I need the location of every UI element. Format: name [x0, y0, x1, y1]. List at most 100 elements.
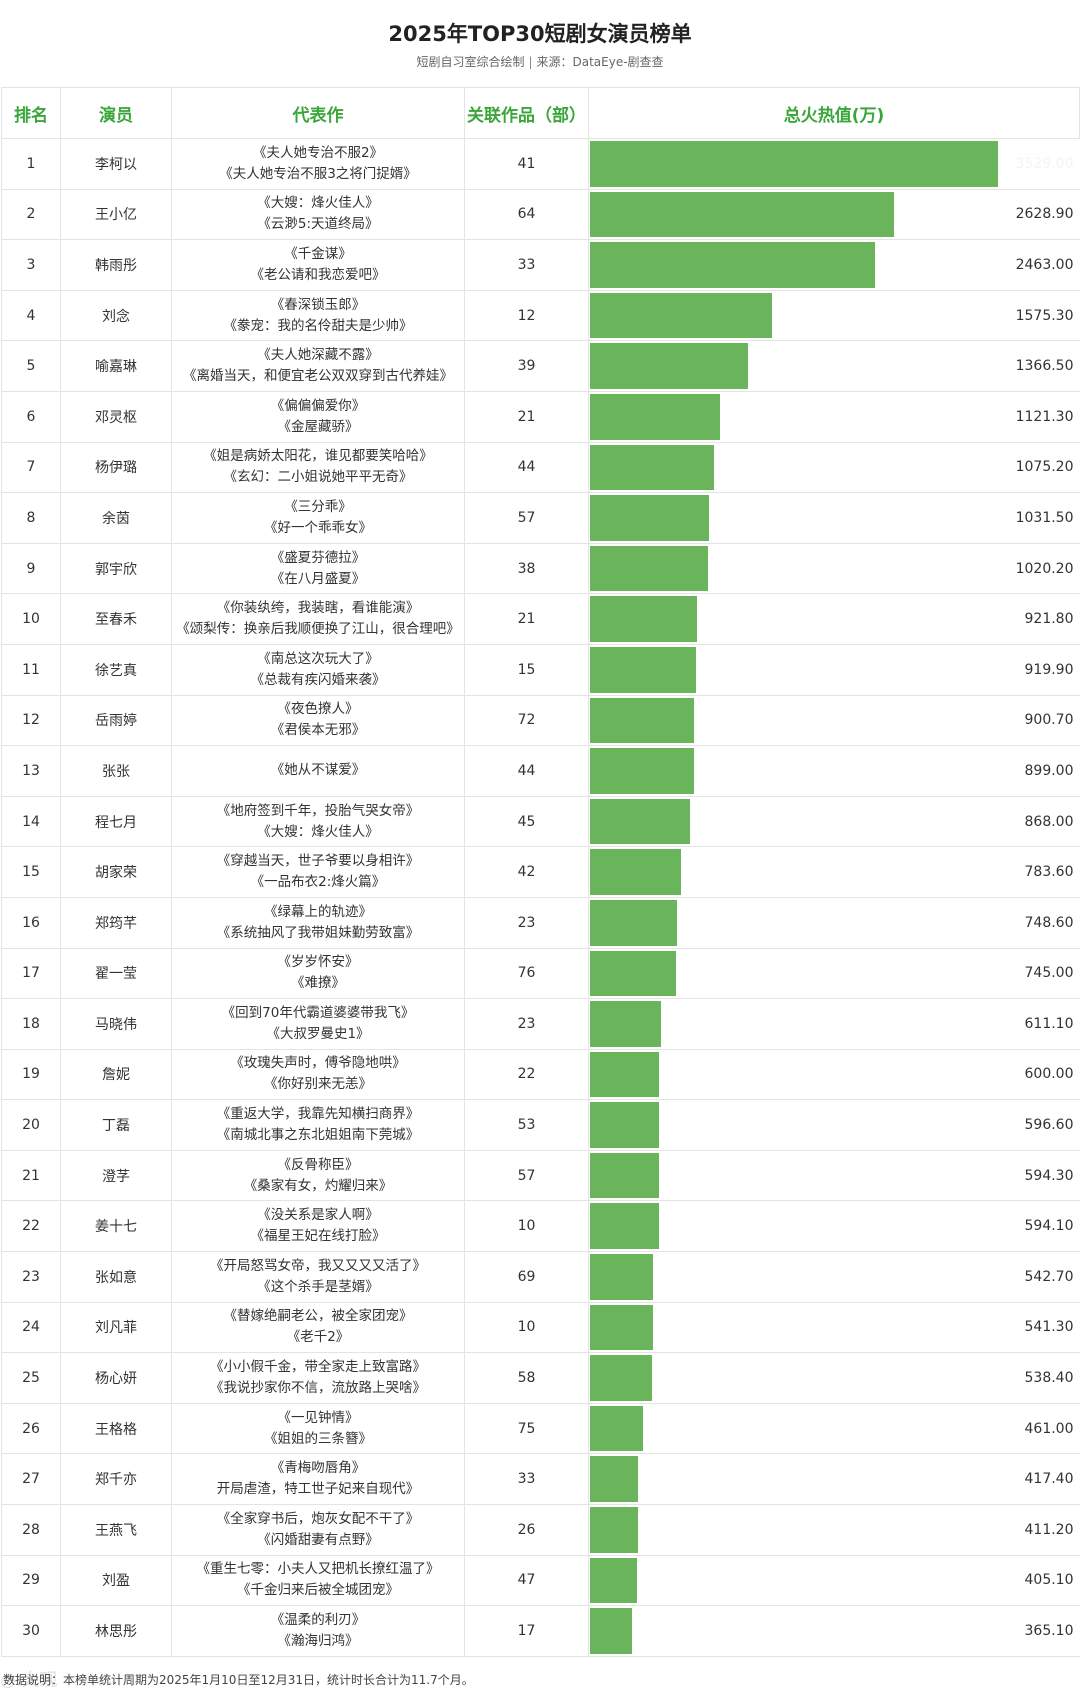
heat-bar [590, 849, 681, 895]
count-cell: 53 [464, 1099, 589, 1151]
heat-cell: 596.60 [588, 1099, 1080, 1151]
table-row: 28 王燕飞 《全家穿书后，炮灰女配不干了》 《闪婚甜妻有点野》 26 411.20 [1, 1504, 1080, 1556]
works-cell: 《夫人她深藏不露》 《离婚当天，和便宜老公双双穿到古代养娃》 [171, 340, 465, 392]
work-title: 《南城北事之东北姐姐南下莞城》 [216, 1127, 420, 1144]
col-header-works: 代表作 [171, 87, 465, 139]
works-cell: 《千金谋》 《老公请和我恋爱吧》 [171, 239, 465, 291]
works-cell: 《三分乖》 《好一个乖乖女》 [171, 492, 465, 544]
table-body: 1 李柯以 《夫人她专治不服2》 《夫人她专治不服3之将门捉婿》 41 3529.00 2 王… [1, 138, 1080, 1657]
heat-bar [590, 444, 715, 491]
works-cell: 《地府签到千年，投胎气哭女帝》 《大嫂：烽火佳人》 [171, 795, 465, 848]
heat-value-label: 611.10 [1024, 1015, 1074, 1032]
heat-cell: 899.00 [588, 745, 1080, 797]
heat-cell: 1121.30 [588, 390, 1080, 443]
work-title: 《颂梨传：换亲后我顺便换了江山，很合理吧》 [176, 621, 460, 638]
rank-cell: 2 [1, 188, 61, 241]
heat-bar [590, 596, 697, 642]
work-title: 《没关系是家人啊》 [257, 1207, 379, 1224]
heat-cell: 1575.30 [588, 289, 1080, 342]
actor-cell: 杨伊璐 [60, 441, 172, 494]
work-title: 《偏偏偏爱你》 [270, 397, 366, 414]
subtitle-author: 短剧自习室综合绘制 [416, 55, 525, 69]
count-cell: 15 [464, 643, 589, 696]
work-title: 《小小假千金，带全家走上致富路》 [210, 1359, 426, 1376]
heat-bar [590, 950, 677, 997]
count-cell: 44 [464, 441, 589, 494]
heat-bar [590, 191, 894, 238]
rank-cell: 13 [1, 745, 61, 797]
count-cell: 57 [464, 492, 589, 544]
work-title: 《夫人她专治不服3之将门捉婿》 [219, 165, 417, 182]
actor-cell: 邓灵枢 [60, 390, 172, 443]
heat-cell: 919.90 [588, 643, 1080, 696]
work-title: 《你好别来无恙》 [264, 1076, 372, 1093]
col-header-rank: 排名 [1, 87, 61, 139]
table-row: 8 余茵 《三分乖》 《好一个乖乖女》 57 1031.50 [1, 492, 1080, 544]
work-title: 《云渺5:天道终局》 [257, 216, 379, 233]
heat-value-label: 748.60 [1024, 914, 1074, 931]
heat-bar [590, 798, 691, 845]
heat-bar [590, 1608, 633, 1654]
work-title: 《她从不谋爱》 [270, 762, 366, 779]
heat-bar [590, 1304, 653, 1351]
heat-value-label: 2463.00 [1015, 256, 1074, 273]
heat-cell: 2463.00 [588, 239, 1080, 291]
work-title: 《老千2》 [286, 1329, 350, 1346]
work-title: 《闪婚甜妻有点野》 [257, 1531, 379, 1548]
heat-value-label: 919.90 [1024, 661, 1074, 678]
heat-value-label: 542.70 [1024, 1268, 1074, 1285]
table-row: 29 刘盈 《重生七零：小夫人又把机长撩红温了》 《千金归来后被全城团宠》 47 405.… [1, 1554, 1080, 1607]
actor-cell: 张如意 [60, 1251, 172, 1303]
heat-bar [590, 1507, 638, 1553]
ranking-table: 排名 演员 代表作 关联作品（部） 总火热值(万) 1 李柯以 《夫人她专治不服2》… [1, 87, 1080, 1657]
heat-bar [590, 242, 875, 288]
work-title: 《南总这次玩大了》 [257, 650, 379, 667]
works-cell: 《回到70年代霸道婆婆带我飞》 《大叔罗曼史1》 [171, 998, 465, 1050]
work-title: 《在八月盛夏》 [270, 570, 366, 587]
heat-bar [590, 1355, 653, 1401]
count-cell: 33 [464, 1453, 589, 1506]
table-row: 25 杨心妍 《小小假千金，带全家走上致富路》 《我说抄家你不信，流放路上哭啥》 58 5… [1, 1352, 1080, 1404]
works-cell: 《你装纨绔，我装瞎，看谁能演》 《颂梨传：换亲后我顺便换了江山，很合理吧》 [171, 593, 465, 645]
count-cell: 21 [464, 390, 589, 443]
heat-value-label: 365.10 [1024, 1623, 1074, 1640]
work-title: 《千金谋》 [284, 245, 352, 262]
heat-cell: 783.60 [588, 846, 1080, 898]
heat-bar [590, 899, 677, 946]
heat-value-label: 899.00 [1024, 762, 1074, 779]
rank-cell: 19 [1, 1048, 61, 1101]
count-cell: 75 [464, 1402, 589, 1455]
works-cell: 《夫人她专治不服2》 《夫人她专治不服3之将门捉婿》 [171, 138, 465, 190]
heat-bar [590, 1557, 637, 1604]
heat-cell: 1075.20 [588, 441, 1080, 494]
count-cell: 69 [464, 1251, 589, 1303]
header: 2025年TOP30短剧女演员榜单 短剧自习室综合绘制 | 来源：DataEye-剧… [0, 0, 1080, 86]
work-title: 《我说抄家你不信，流放路上哭啥》 [210, 1380, 426, 1397]
heat-value-label: 594.10 [1024, 1218, 1074, 1235]
rank-cell: 10 [1, 593, 61, 645]
actor-cell: 姜十七 [60, 1200, 172, 1253]
works-cell: 《重返大学，我靠先知横扫商界》 《南城北事之东北姐姐南下莞城》 [171, 1099, 465, 1151]
rank-cell: 1 [1, 138, 61, 190]
count-cell: 22 [464, 1048, 589, 1101]
work-title: 《好一个乖乖女》 [264, 519, 372, 536]
work-title: 《回到70年代霸道婆婆带我飞》 [221, 1004, 415, 1021]
rank-cell: 15 [1, 846, 61, 898]
actor-cell: 李柯以 [60, 138, 172, 190]
actor-cell: 马晓伟 [60, 998, 172, 1050]
works-cell: 《岁岁怀安》 《难撩》 [171, 947, 465, 1000]
work-title: 《福星王妃在线打脸》 [250, 1228, 386, 1245]
heat-cell: 365.10 [588, 1605, 1080, 1657]
count-cell: 10 [464, 1301, 589, 1354]
heat-bar [590, 748, 694, 794]
heat-value-label: 3529.00 [1015, 155, 1074, 172]
heat-cell: 594.10 [588, 1200, 1080, 1253]
works-cell: 《重生七零：小夫人又把机长撩红温了》 《千金归来后被全城团宠》 [171, 1554, 465, 1607]
rank-cell: 8 [1, 492, 61, 544]
works-cell: 《偏偏偏爱你》 《金屋藏骄》 [171, 390, 465, 443]
table-row: 21 澄芓 《反骨称臣》 《桑家有女，灼耀归来》 57 594.30 [1, 1149, 1080, 1202]
works-cell: 《春深锁玉郎》 《豢宠：我的名伶甜夫是少帅》 [171, 289, 465, 342]
work-title: 《绿幕上的轨迹》 [264, 903, 372, 920]
rank-cell: 14 [1, 795, 61, 848]
work-title: 《盛夏芬德拉》 [270, 549, 366, 566]
